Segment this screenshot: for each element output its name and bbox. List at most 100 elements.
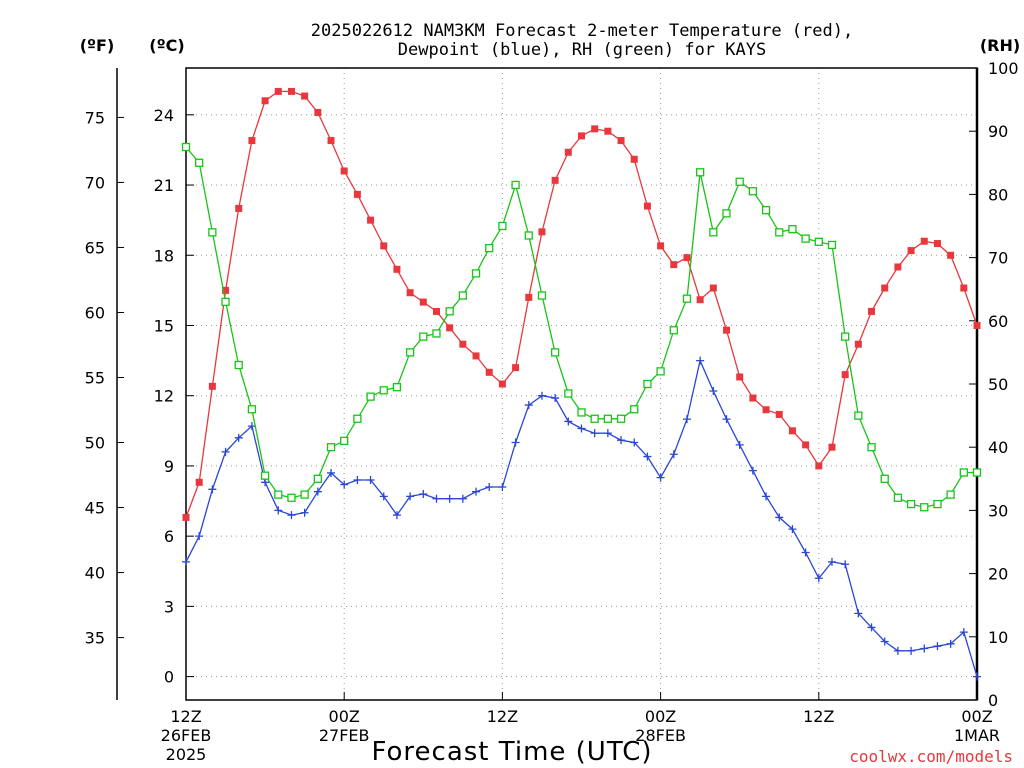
x-tick-label: 12Z (803, 707, 834, 726)
temperature-point (749, 394, 757, 402)
dewpoint-point (959, 628, 968, 637)
rh-point (379, 386, 388, 395)
dewpoint-point (511, 438, 520, 447)
credit-text: coolwx.com/models (849, 747, 1013, 766)
temperature-point (841, 371, 849, 379)
temperature-point (525, 293, 533, 301)
rh-point (775, 228, 784, 237)
x-tick-label: 26FEB (161, 726, 212, 745)
temperature-point (868, 307, 876, 315)
dewpoint-point (274, 506, 283, 515)
dewpoint-point (379, 492, 388, 501)
x-tick-label: 1MAR (954, 726, 1000, 745)
celsius-tick-label: 3 (164, 597, 174, 616)
grid-lines (186, 68, 977, 700)
dewpoint-point (313, 487, 322, 496)
dewpoint-point (392, 511, 401, 520)
rh-tick-label: 100 (988, 59, 1019, 78)
temperature-point (406, 289, 414, 297)
dewpoint-point (247, 422, 256, 431)
rh-tick-label: 20 (988, 565, 1008, 584)
rh-tick-label: 70 (988, 249, 1008, 268)
dewpoint-point (841, 560, 850, 569)
dewpoint-point (327, 468, 336, 477)
temperature-point (235, 204, 243, 212)
rh-tick-label: 80 (988, 185, 1008, 204)
x-tick-label: 2025 (166, 745, 207, 764)
rh-line (185, 146, 977, 508)
rh-point (537, 291, 547, 300)
rh-point (208, 228, 217, 237)
dewpoint-point (590, 429, 599, 438)
rh-point (616, 414, 626, 423)
temperature-point (564, 148, 572, 156)
temperature-point (643, 202, 651, 210)
temperature-point (353, 190, 361, 198)
rh-point (643, 379, 652, 389)
rh-point (498, 221, 507, 231)
rh-point (867, 443, 876, 452)
rh-point (801, 234, 810, 243)
celsius-tick-label: 21 (154, 176, 174, 195)
rh-point (392, 383, 402, 392)
temperature-point (287, 87, 295, 95)
rh-point (735, 177, 744, 186)
temperature-point (301, 92, 309, 100)
temperature-point (195, 478, 203, 486)
rh-point (458, 291, 468, 300)
temperature-point (933, 240, 941, 248)
dewpoint-point (208, 485, 217, 494)
dewpoint-point (300, 508, 309, 517)
rh-axis-label: (RH) (980, 36, 1020, 55)
dewpoint-point (353, 475, 362, 484)
dewpoint-point (669, 450, 678, 459)
dewpoint-point (656, 473, 665, 482)
x-axis-label: Forecast Time (UTC) (371, 737, 652, 767)
dewpoint-point (221, 447, 230, 456)
rh-tick-label: 90 (988, 122, 1008, 141)
rh-point (260, 471, 270, 480)
temperature-point (512, 364, 520, 372)
dewpoint-point (406, 492, 415, 501)
temperature-point (498, 380, 506, 388)
dewpoint-point (893, 646, 902, 655)
rh-point (590, 414, 599, 423)
rh-point (471, 269, 481, 278)
rh-point (195, 158, 204, 167)
dewpoint-point (340, 480, 349, 489)
temperature-point (222, 286, 230, 294)
celsius-tick-label: 24 (154, 106, 174, 125)
dewpoint-point (814, 574, 823, 583)
temperature-point (604, 127, 612, 135)
rh-point (841, 332, 850, 341)
rh-point (748, 187, 758, 196)
dewpoint-point (880, 637, 889, 646)
temperature-point (762, 406, 770, 414)
rh-point (247, 405, 257, 414)
temperature-point (578, 132, 585, 140)
rh-point (669, 326, 678, 335)
temperature-point (327, 137, 335, 145)
rh-point (564, 389, 573, 398)
rh-point (366, 392, 375, 401)
dewpoint-point (551, 394, 560, 403)
fahrenheit-axis-label: (ºF) (80, 36, 115, 55)
dewpoint-point (458, 494, 467, 503)
fahrenheit-tick-label: 50 (85, 434, 105, 453)
rh-point (959, 468, 968, 477)
temperature-point (446, 324, 454, 332)
rh-point (353, 414, 362, 423)
celsius-tick-label: 9 (164, 457, 174, 476)
temperature-point (696, 296, 704, 304)
rh-point (577, 408, 586, 417)
dewpoint-point (485, 482, 494, 491)
dewpoint-point (419, 490, 428, 499)
x-tick-label: 00Z (961, 707, 992, 726)
temperature-point (788, 427, 796, 435)
temperature-point (248, 137, 256, 145)
rh-point (761, 206, 771, 215)
dewpoint-point (788, 525, 797, 534)
dewpoint-point (735, 440, 744, 449)
temperature-point (947, 251, 955, 259)
rh-point (287, 493, 296, 502)
